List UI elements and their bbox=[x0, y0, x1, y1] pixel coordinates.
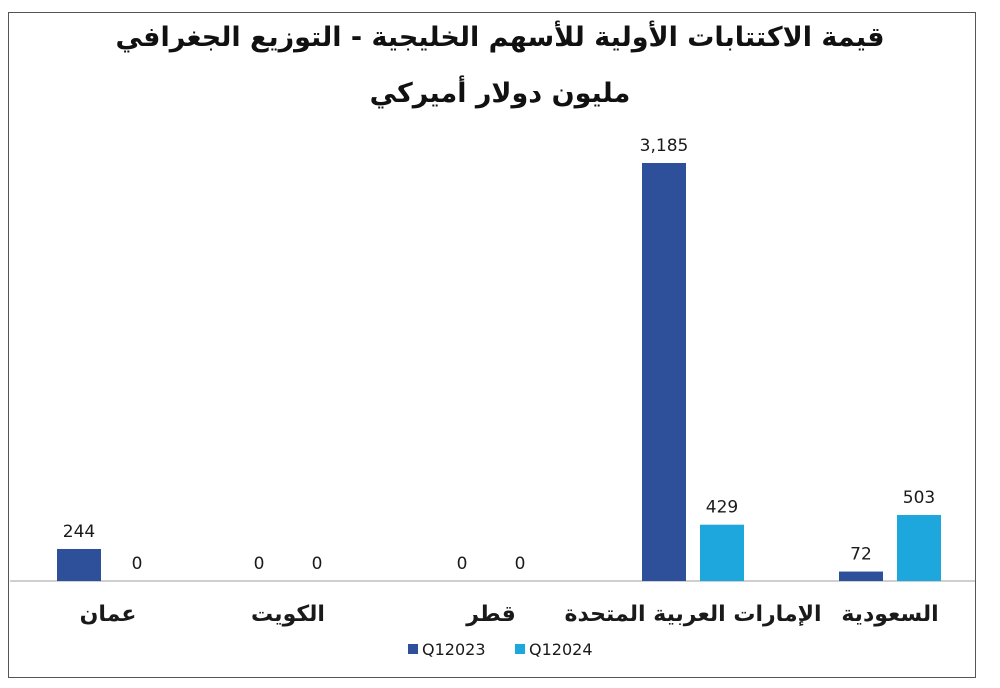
category-label-2: قطر bbox=[465, 602, 516, 627]
bar-0-4 bbox=[839, 571, 883, 581]
bar-1-3 bbox=[700, 524, 744, 581]
legend-label-0: Q12023 bbox=[422, 640, 486, 659]
data-label-0-3: 3,185 bbox=[640, 136, 689, 156]
category-label-3: الإمارات العربية المتحدة bbox=[564, 602, 821, 627]
category-label-0: عمان bbox=[80, 602, 137, 627]
data-label-1-3: 429 bbox=[706, 498, 738, 518]
category-label-1: الكويت bbox=[251, 602, 325, 627]
legend-label-1: Q12024 bbox=[529, 640, 593, 659]
data-label-0-0: 244 bbox=[63, 522, 95, 542]
data-label-1-2: 0 bbox=[515, 554, 526, 574]
chart-subtitle: مليون دولار أميركي bbox=[369, 78, 631, 109]
legend-swatch-1 bbox=[515, 644, 525, 654]
data-label-1-1: 0 bbox=[312, 554, 323, 574]
bar-0-0 bbox=[57, 548, 101, 581]
data-label-0-1: 0 bbox=[254, 554, 265, 574]
data-label-1-0: 0 bbox=[132, 554, 143, 574]
chart-title: قيمة الاكتتابات الأولية للأسهم الخليجية … bbox=[115, 22, 885, 53]
data-label-0-4: 72 bbox=[850, 545, 872, 565]
data-label-0-2: 0 bbox=[457, 554, 468, 574]
chart-frame bbox=[8, 12, 976, 678]
bar-1-4 bbox=[897, 514, 941, 581]
data-label-1-4: 503 bbox=[903, 488, 935, 508]
bar-0-3 bbox=[642, 163, 686, 581]
category-label-4: السعودية bbox=[841, 602, 938, 627]
legend-swatch-0 bbox=[408, 644, 418, 654]
